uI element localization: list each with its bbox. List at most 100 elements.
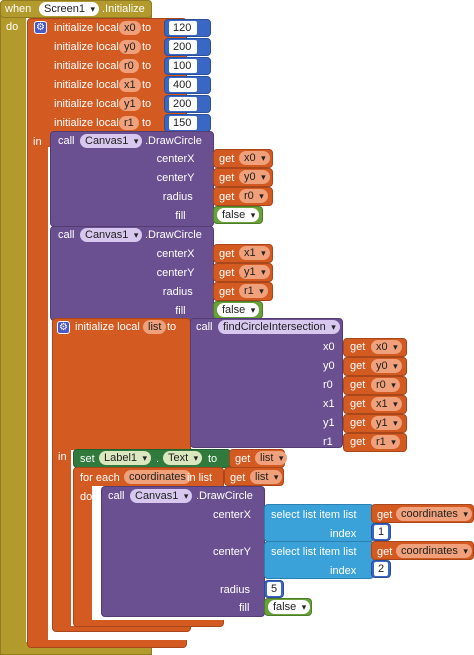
- draw2-get-dropdown-1[interactable]: y1: [239, 265, 270, 279]
- draw1-method-label: .DrawCircle: [145, 135, 202, 147]
- select-list-item-x-block[interactable]: [264, 504, 374, 542]
- get-label-2: get: [230, 472, 246, 484]
- get-coordinates-x-dropdown[interactable]: coordinates: [396, 507, 472, 521]
- get-coordinates-y-dropdown[interactable]: coordinates: [396, 544, 472, 558]
- init-to-label-0: to: [142, 22, 152, 34]
- fill-false-dropdown-3[interactable]: false: [268, 600, 311, 614]
- local-value-4[interactable]: 200: [169, 97, 197, 111]
- init-to-label-5: to: [142, 117, 152, 129]
- get-label-x: get: [377, 509, 393, 521]
- index-y-number[interactable]: 2: [374, 562, 389, 576]
- draw2-component-dropdown[interactable]: Canvas1: [80, 228, 143, 242]
- local-var-name-5[interactable]: r1: [119, 116, 139, 130]
- proc-get-dropdown-1[interactable]: y0: [371, 359, 402, 373]
- local-var-name-2[interactable]: r0: [119, 59, 139, 73]
- proc-get-dropdown-5[interactable]: r1: [371, 435, 400, 449]
- init-list-to-label: to: [167, 321, 177, 333]
- proc-get-label-4: get: [350, 417, 366, 429]
- init-to-label-2: to: [142, 60, 152, 72]
- init-local-label-5: initialize local: [54, 117, 119, 129]
- draw2-param-radius: radius: [162, 286, 193, 298]
- local-value-2[interactable]: 100: [169, 59, 197, 73]
- select-index-y-label: index: [330, 565, 357, 577]
- draw1-get-dropdown-1[interactable]: y0: [239, 170, 270, 184]
- draw2-get-label-2: get: [219, 286, 235, 298]
- for-each-label: for each: [80, 472, 120, 484]
- for-each-variable-name[interactable]: coordinates: [124, 470, 191, 484]
- event-when-label: when: [5, 3, 32, 15]
- set-label: set: [80, 453, 95, 465]
- get-list-dropdown-1[interactable]: list: [255, 451, 288, 465]
- proc-get-label-0: get: [350, 341, 366, 353]
- local-value-3[interactable]: 400: [169, 78, 197, 92]
- init-list-mutator-gear-icon[interactable]: ⚙: [57, 321, 70, 334]
- draw1-param-centery: centerY: [156, 172, 195, 184]
- for-each-do-label: do: [80, 491, 93, 503]
- draw2-method-label: .DrawCircle: [145, 229, 202, 241]
- draw2-get-label-0: get: [219, 248, 235, 260]
- draw2-get-dropdown-2[interactable]: r1: [239, 284, 268, 298]
- draw3-param-radius: radius: [220, 584, 250, 596]
- draw1-get-dropdown-2[interactable]: r0: [239, 189, 268, 203]
- select-list-item-y-label: select list item list: [271, 546, 357, 558]
- draw1-get-label-1: get: [219, 172, 235, 184]
- draw1-param-fill: fill: [175, 210, 186, 222]
- call-label-2: call: [58, 229, 75, 241]
- proc-get-label-3: get: [350, 398, 366, 410]
- local-value-1[interactable]: 200: [169, 40, 197, 54]
- init-local-label-0: initialize local: [54, 22, 119, 34]
- local-var-name-0[interactable]: x0: [119, 21, 141, 35]
- draw3-component-dropdown[interactable]: Canvas1: [130, 489, 193, 503]
- select-list-item-y-block[interactable]: [264, 541, 374, 579]
- init-local-label-2: initialize local: [54, 60, 119, 72]
- mutator-gear-icon[interactable]: ⚙: [34, 21, 47, 34]
- list-variable-name[interactable]: list: [143, 320, 167, 334]
- local-var-name-4[interactable]: y1: [119, 97, 141, 111]
- index-x-number[interactable]: 1: [374, 525, 389, 539]
- label-property-dropdown[interactable]: Text: [163, 451, 203, 465]
- draw1-component-dropdown[interactable]: Canvas1: [80, 134, 143, 148]
- local-var-name-1[interactable]: y0: [119, 40, 141, 54]
- label-component-dropdown[interactable]: Label1: [99, 451, 152, 465]
- init-to-label-1: to: [142, 41, 152, 53]
- event-component-dropdown[interactable]: Screen1: [39, 2, 99, 16]
- local-var-name-3[interactable]: x1: [119, 78, 141, 92]
- call-label: call: [58, 135, 75, 147]
- draw2-get-label-1: get: [219, 267, 235, 279]
- draw1-get-label-2: get: [219, 191, 235, 203]
- draw1-param-centerx: centerX: [156, 153, 195, 165]
- proc-get-dropdown-0[interactable]: x0: [371, 340, 402, 354]
- init-list-in-label: in: [58, 451, 67, 463]
- proc-param-x0: x0: [323, 341, 335, 353]
- in-label: in: [33, 136, 42, 148]
- radius-number[interactable]: 5: [267, 582, 282, 596]
- get-label-y: get: [377, 546, 393, 558]
- draw-circle-call-3[interactable]: [101, 486, 265, 617]
- proc-param-r0: r0: [323, 379, 333, 391]
- get-list-dropdown-2[interactable]: list: [250, 470, 283, 484]
- draw2-fill-dropdown[interactable]: false: [217, 303, 260, 317]
- draw3-param-centerx: centerX: [213, 509, 251, 521]
- proc-get-dropdown-3[interactable]: x1: [371, 397, 402, 411]
- proc-get-dropdown-4[interactable]: y1: [371, 416, 402, 430]
- set-dot-label: .: [156, 453, 160, 465]
- proc-get-label-2: get: [350, 379, 366, 391]
- find-circle-intersection-call[interactable]: [190, 318, 343, 448]
- proc-get-dropdown-2[interactable]: r0: [371, 378, 400, 392]
- proc-get-label-5: get: [350, 436, 366, 448]
- draw1-fill-dropdown[interactable]: false: [217, 208, 260, 222]
- draw1-get-dropdown-0[interactable]: x0: [239, 151, 270, 165]
- in-list-label: in list: [187, 472, 213, 484]
- set-to-label: to: [208, 453, 218, 465]
- proc-param-y1: y1: [323, 417, 335, 429]
- local-value-0[interactable]: 120: [169, 21, 197, 35]
- proc-param-y0: y0: [323, 360, 335, 372]
- event-name-label: .Initialize: [102, 3, 145, 15]
- procedure-name-dropdown[interactable]: findCircleIntersection: [218, 320, 340, 334]
- select-list-item-x-label: select list item list: [271, 509, 357, 521]
- draw1-get-label-0: get: [219, 153, 235, 165]
- local-value-5[interactable]: 150: [169, 116, 197, 130]
- draw2-get-dropdown-0[interactable]: x1: [239, 246, 270, 260]
- proc-get-label-1: get: [350, 360, 366, 372]
- select-index-x-label: index: [330, 528, 357, 540]
